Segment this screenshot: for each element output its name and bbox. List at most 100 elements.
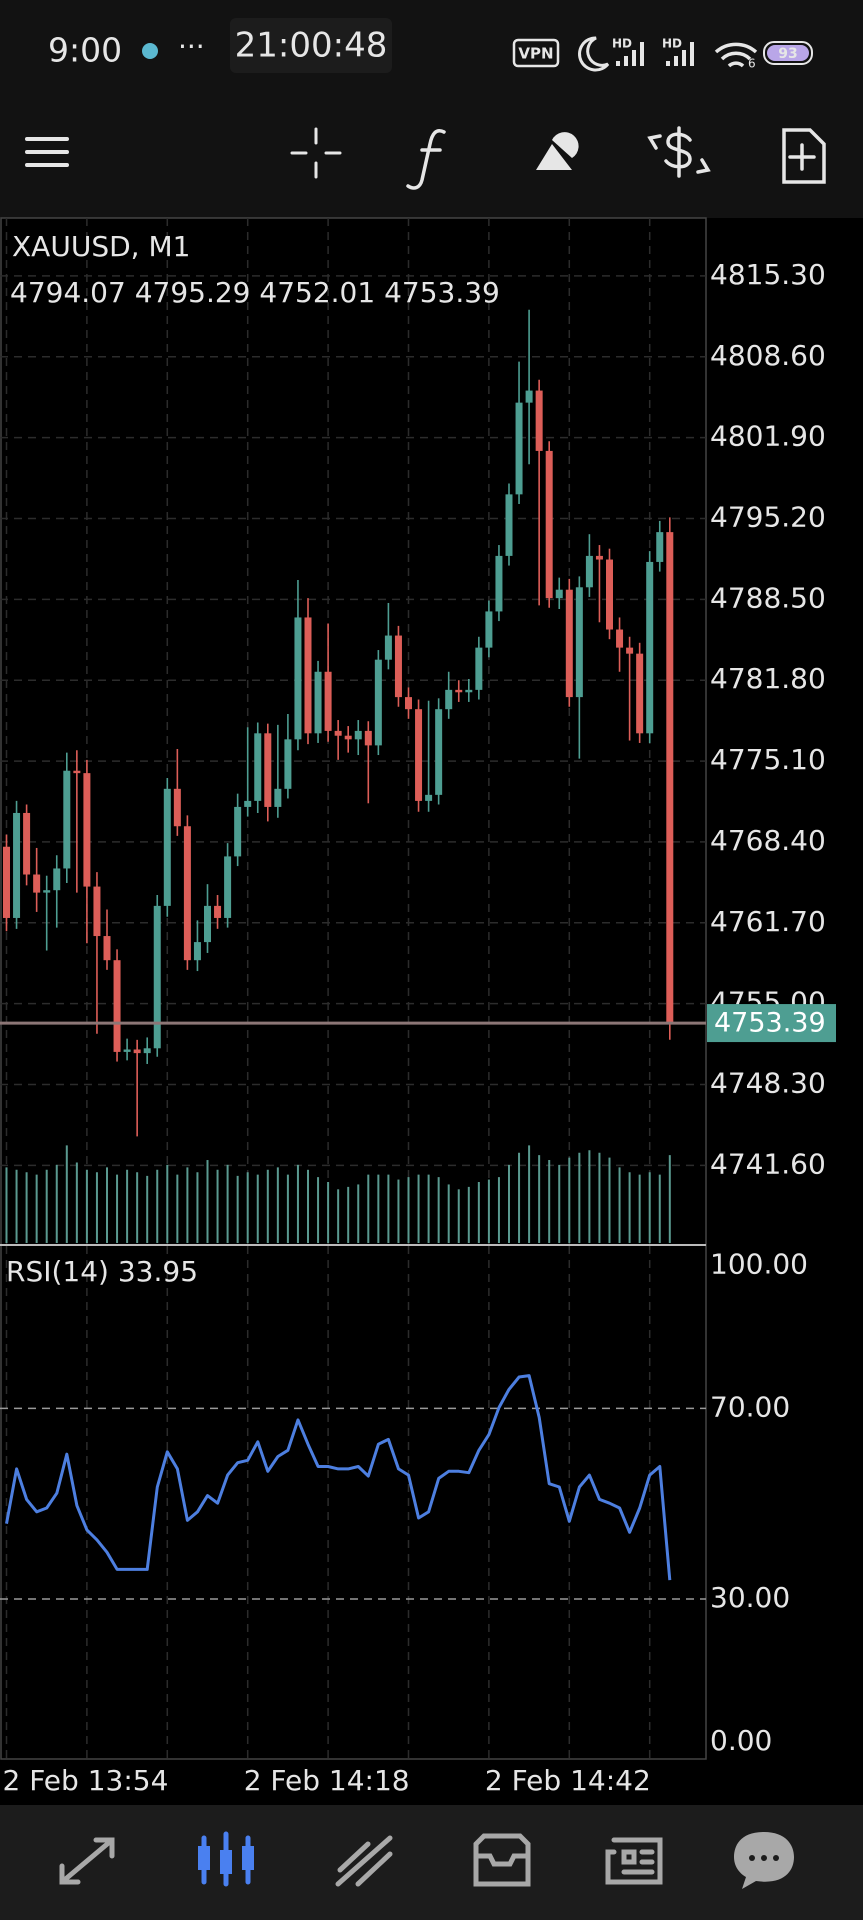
battery-level xyxy=(767,45,809,61)
x-tick-label: 2 Feb 14:42 xyxy=(485,1764,651,1797)
y-tick-label: 4768.40 xyxy=(710,824,826,857)
new-order-button[interactable] xyxy=(782,128,826,184)
candle-body xyxy=(354,730,362,740)
toolbar xyxy=(25,126,826,190)
candle-body xyxy=(254,733,262,801)
candle-body xyxy=(284,739,292,789)
candle-body xyxy=(163,788,171,906)
candle-body xyxy=(113,960,121,1052)
nav-quotes[interactable] xyxy=(59,1837,115,1885)
status-time: 9:00 xyxy=(48,31,122,70)
candle-body xyxy=(244,800,252,807)
crosshair-button[interactable] xyxy=(290,127,342,179)
candle-body xyxy=(535,390,543,451)
candle-body xyxy=(214,905,222,918)
candle-body xyxy=(545,450,553,599)
candle-body xyxy=(515,402,523,495)
plot xyxy=(3,309,674,1581)
signal-1 xyxy=(616,42,644,66)
candle-body xyxy=(294,617,302,740)
candle-body xyxy=(93,886,101,937)
rsi-title: RSI(14) 33.95 xyxy=(6,1255,198,1288)
candle-body xyxy=(204,905,211,943)
candle-body xyxy=(304,617,312,734)
candle-body xyxy=(435,709,443,795)
nav-chart-body-3 xyxy=(242,1846,254,1870)
candle-body xyxy=(264,733,272,807)
menu-button[interactable] xyxy=(25,137,69,167)
price-tag xyxy=(707,1004,836,1043)
candle-body xyxy=(666,532,674,1024)
candle-body xyxy=(595,555,603,560)
candle-body xyxy=(344,735,352,740)
candle-body xyxy=(575,587,583,698)
nav-trade[interactable] xyxy=(335,1835,393,1887)
signal-hd-1: HD xyxy=(612,37,632,51)
x-tick-label: 2 Feb 13:54 xyxy=(3,1764,169,1797)
candle-body xyxy=(334,730,342,736)
candle-body xyxy=(485,611,493,648)
nav-icons xyxy=(59,1831,794,1889)
objects-button[interactable] xyxy=(536,132,579,170)
wifi-label: 6 xyxy=(748,57,756,71)
x-tick-label: 2 Feb 14:18 xyxy=(244,1764,410,1797)
candle-body xyxy=(606,559,613,630)
candle-body xyxy=(475,647,483,690)
candle-body xyxy=(656,532,664,562)
trade-button[interactable] xyxy=(647,126,711,178)
nav-chart-body-1 xyxy=(198,1846,210,1870)
y-tick-label: 70.00 xyxy=(710,1390,790,1423)
candle-body xyxy=(616,629,624,648)
battery xyxy=(763,41,813,65)
candle-body xyxy=(374,659,382,746)
candle-body xyxy=(636,653,644,734)
nav-news[interactable] xyxy=(605,1837,663,1885)
y-tick-label: 4741.60 xyxy=(710,1147,826,1180)
chart-frame xyxy=(0,217,707,1760)
candle-body xyxy=(123,1049,131,1052)
vpn-label: VPN xyxy=(518,45,553,63)
candle-body xyxy=(183,826,191,961)
candle-body xyxy=(626,647,634,654)
candle-body xyxy=(455,689,463,693)
indicators-button[interactable] xyxy=(406,129,446,190)
candle-body xyxy=(495,555,503,612)
candle-body xyxy=(43,890,51,893)
candle-body xyxy=(394,635,402,698)
status-more: ··· xyxy=(178,30,205,63)
location-icon xyxy=(142,43,158,59)
candle-body xyxy=(364,730,372,746)
chart-title: XAUUSD, M1 xyxy=(12,230,190,263)
moon-icon xyxy=(578,36,610,72)
signal-hd-2: HD xyxy=(662,37,682,51)
candle-body xyxy=(234,806,242,857)
candle-body xyxy=(405,697,412,710)
nav-history[interactable] xyxy=(473,1833,531,1887)
candle-body xyxy=(133,1049,141,1054)
y-tick-label: 4801.90 xyxy=(710,420,826,453)
vpn-badge xyxy=(512,38,560,68)
signal-2 xyxy=(666,42,694,66)
y-tick-label: 4795.20 xyxy=(710,500,826,533)
battery-label: 93 xyxy=(778,46,797,62)
candle-body xyxy=(3,846,10,918)
candle-body xyxy=(274,788,282,807)
candle-body xyxy=(73,770,81,774)
candle-body xyxy=(23,812,31,875)
candle-body xyxy=(83,773,91,887)
chart-ohlc: 4794.07 4795.29 4752.01 4753.39 xyxy=(10,276,500,309)
y-tick-label: 4775.10 xyxy=(710,743,826,776)
candle-body xyxy=(555,589,563,599)
candle-body xyxy=(415,709,423,801)
wifi-icon xyxy=(714,42,758,68)
price-tag-label: 4753.39 xyxy=(714,1008,826,1039)
candle-body xyxy=(224,856,232,918)
chat-dot xyxy=(773,1855,779,1861)
status-clock: 21:00:48 xyxy=(235,26,388,66)
candle-body xyxy=(324,671,332,731)
y-tick-label: 0.00 xyxy=(710,1724,772,1757)
clock-box xyxy=(230,18,392,73)
bottom-nav xyxy=(0,1805,863,1920)
candle-body xyxy=(585,555,593,588)
candle-body xyxy=(63,770,71,869)
